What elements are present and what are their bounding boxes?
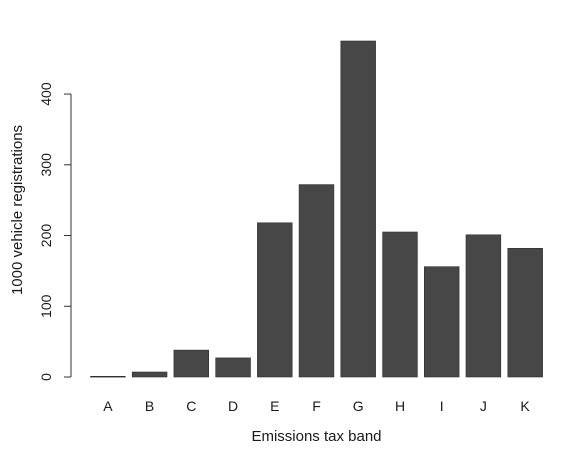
y-tick-label: 400 <box>38 82 54 106</box>
x-tick-label-b: B <box>145 398 154 414</box>
x-axis-title: Emissions tax band <box>251 428 381 445</box>
y-axis-title: 1000 vehicle registrations <box>9 125 26 295</box>
bar-i <box>424 267 459 377</box>
y-tick-label: 300 <box>38 153 54 177</box>
bar-g <box>341 41 376 377</box>
x-tick-label-g: G <box>353 398 364 414</box>
x-tick-label-f: F <box>312 398 321 414</box>
bar-h <box>383 232 418 377</box>
x-tick-label-k: K <box>520 398 530 414</box>
bar-a <box>91 376 126 377</box>
y-axis: 0 100 200 300 400 <box>38 82 71 381</box>
bar-j <box>466 235 501 377</box>
bar-d <box>216 358 251 377</box>
bar-k <box>508 248 543 377</box>
x-tick-label-c: C <box>186 398 196 414</box>
x-tick-label-h: H <box>395 398 405 414</box>
x-tick-label-a: A <box>103 398 113 414</box>
x-tick-label-j: J <box>480 398 487 414</box>
x-tick-label-i: I <box>440 398 444 414</box>
bar-b <box>132 372 167 377</box>
y-tick-label: 0 <box>38 373 54 381</box>
bar-e <box>257 223 292 377</box>
y-tick-label: 200 <box>38 224 54 248</box>
x-tick-label-d: D <box>228 398 238 414</box>
bars-group <box>91 41 543 377</box>
x-axis: A B C D E F G H I J K <box>103 398 530 414</box>
y-tick-label: 100 <box>38 294 54 318</box>
bar-f <box>299 185 334 377</box>
bar-c <box>174 350 209 377</box>
x-tick-label-e: E <box>270 398 279 414</box>
